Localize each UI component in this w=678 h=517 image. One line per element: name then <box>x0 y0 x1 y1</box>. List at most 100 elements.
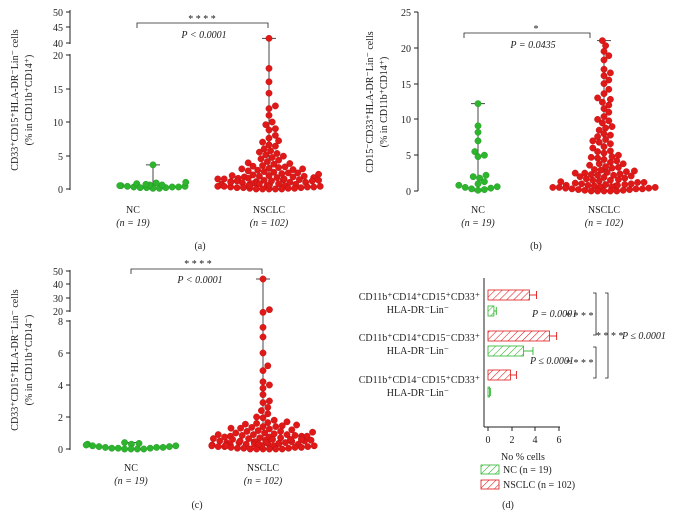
data-point-nsclc <box>614 182 620 188</box>
data-point-nsclc <box>215 443 221 449</box>
data-point-nc <box>109 445 115 451</box>
data-point-nsclc <box>607 188 613 194</box>
data-point-nsclc <box>229 172 235 178</box>
panel-a-ytick-label: 0 <box>58 185 63 196</box>
panel-a: 50 45 40 20 15 10 5 0 CD33⁺CD15⁺HLA-DR⁻L… <box>0 8 323 252</box>
panel-d-category-1-line2: HLA-DR⁻Lin⁻ <box>387 305 449 316</box>
data-point-nsclc <box>260 324 266 330</box>
panel-d-category-2-line1: CD11b⁺CD14⁺CD15⁻CD33⁺ <box>359 333 480 344</box>
data-point-nsclc <box>309 178 315 184</box>
data-point-nsclc <box>259 186 265 192</box>
data-point-nsclc <box>304 184 310 190</box>
panel-d-p-value-2: P ≤ 0.0001 <box>621 331 666 342</box>
data-point-nsclc <box>634 179 640 185</box>
data-point-nc <box>121 439 127 445</box>
panel-c-xlabel-nc-n: (n = 19) <box>114 476 148 487</box>
data-point-nsclc <box>266 398 272 404</box>
data-point-nsclc <box>594 188 600 194</box>
data-point-nc <box>166 443 172 449</box>
panel-d-stars-1: * * * * <box>566 311 594 322</box>
panel-a-xlabel-nsclc-n: (n = 102) <box>250 218 289 229</box>
panel-d: 0 2 4 6 No % cells CD11b⁺CD14⁺CD15⁺CD33⁺… <box>359 278 666 511</box>
panel-c-ytick-label: 50 <box>53 267 63 278</box>
data-point-nsclc <box>562 185 568 191</box>
data-point-nsclc <box>247 446 253 452</box>
data-point-nc <box>160 444 166 450</box>
data-point-nsclc <box>241 445 247 451</box>
data-point-nsclc <box>272 186 278 192</box>
data-point-nsclc <box>215 176 221 182</box>
legend-label-nsclc: NSCLC (n = 102) <box>503 480 575 491</box>
data-point-nsclc <box>601 80 607 86</box>
data-point-nsclc <box>265 363 271 369</box>
data-point-nc <box>481 178 487 184</box>
panel-c-ytick-label: 30 <box>53 294 63 305</box>
panel-a-xlabel-nc-n: (n = 19) <box>116 218 150 229</box>
panel-c-xlabel-nsclc-n: (n = 102) <box>244 476 283 487</box>
panel-a-ytick-label: 15 <box>53 85 63 96</box>
data-point-nc <box>124 183 130 189</box>
data-point-nsclc <box>260 309 266 315</box>
data-point-nsclc <box>311 184 317 190</box>
data-point-nc <box>89 443 95 449</box>
data-point-nsclc <box>209 443 215 449</box>
panel-d-xtick-label: 0 <box>486 435 491 446</box>
legend-swatch-nsclc <box>481 480 499 489</box>
panel-a-xlabel-nc: NC <box>126 205 140 216</box>
data-point-nc <box>169 184 175 190</box>
data-point-nsclc <box>268 178 274 184</box>
data-point-nsclc <box>266 65 272 71</box>
data-point-nc <box>150 162 156 168</box>
data-point-nsclc <box>279 446 285 452</box>
data-point-nc <box>175 184 181 190</box>
data-point-nc <box>134 446 140 452</box>
data-point-nc <box>147 445 153 451</box>
data-point-nsclc <box>285 185 291 191</box>
data-point-nsclc <box>550 184 556 190</box>
data-point-nc <box>159 182 165 188</box>
data-point-nsclc <box>272 103 278 109</box>
data-point-nc <box>136 440 142 446</box>
panel-a-yticks: 50 45 40 20 15 10 5 0 <box>53 8 70 196</box>
panel-b-ytick-label: 15 <box>401 80 411 91</box>
panel-b-ylabel-line1: CD15⁻CD33⁺HLA-DR⁻Lin⁻ cells <box>365 31 376 172</box>
panel-d-xtick-label: 2 <box>510 435 515 446</box>
data-point-nsclc <box>590 138 596 144</box>
panel-c: 50 40 30 20 8 6 4 2 0 CD33⁺CD15⁺HLA-DR⁻L… <box>0 259 317 511</box>
data-point-nsclc <box>239 166 245 172</box>
data-point-nc <box>488 185 494 191</box>
data-point-nsclc <box>588 188 594 194</box>
data-point-nsclc <box>260 391 266 397</box>
data-point-nsclc <box>274 174 280 180</box>
data-point-nsclc <box>266 127 272 133</box>
data-point-nsclc <box>255 167 261 173</box>
data-point-nsclc <box>639 186 645 192</box>
panel-c-ytick-label: 2 <box>58 413 63 424</box>
data-point-nsclc <box>258 407 264 413</box>
data-point-nsclc <box>572 180 578 186</box>
data-point-nsclc <box>260 334 266 340</box>
data-point-nsclc <box>588 154 594 160</box>
legend-label-nc: NC (n = 19) <box>503 465 552 476</box>
figure: 50 45 40 20 15 10 5 0 CD33⁺CD15⁺HLA-DR⁻L… <box>0 0 678 517</box>
data-point-nsclc <box>237 438 243 444</box>
data-point-nsclc <box>289 427 295 433</box>
data-point-nc <box>475 100 481 106</box>
panel-c-xlabel-nc: NC <box>124 463 138 474</box>
data-point-nsclc <box>594 155 600 161</box>
data-point-nsclc <box>282 164 288 170</box>
data-point-nsclc <box>558 178 564 184</box>
panel-d-label: (d) <box>502 500 514 511</box>
panel-c-yticks: 50 40 30 20 8 6 4 2 0 <box>53 267 70 456</box>
panel-b-p-value: P = 0.0435 <box>509 40 555 51</box>
panel-d-plot <box>488 290 557 397</box>
data-point-nsclc <box>260 399 266 405</box>
data-point-nsclc <box>594 172 600 178</box>
data-point-nsclc <box>641 179 647 185</box>
panel-d-category-3-line2: HLA-DR⁻Lin⁻ <box>387 388 449 399</box>
data-point-nsclc <box>601 90 607 96</box>
data-point-nsclc <box>246 182 252 188</box>
panel-b-ylabel-line2: (% in CD11b⁺CD14⁺) <box>379 57 390 148</box>
data-point-nsclc <box>298 436 304 442</box>
data-point-nc <box>470 173 476 179</box>
